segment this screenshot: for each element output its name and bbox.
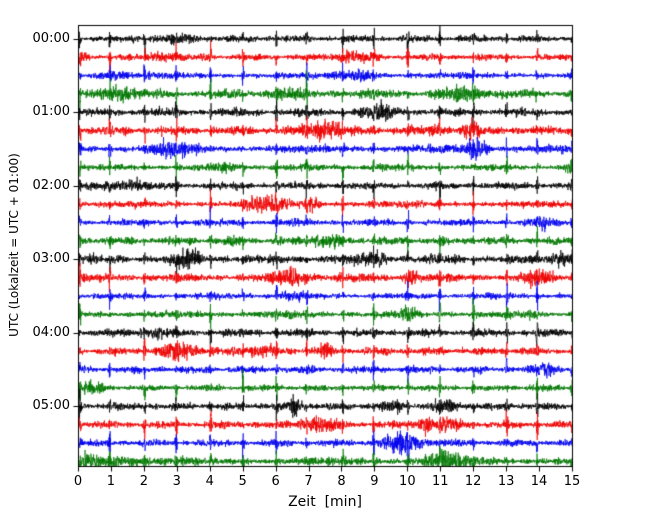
x-tick-label: 1 xyxy=(106,474,116,489)
y-tick-label: 02:00 xyxy=(32,177,70,193)
x-tick-label: 2 xyxy=(139,474,148,489)
x-tick-label: 7 xyxy=(304,474,313,489)
y-tick-label: 03:00 xyxy=(32,251,70,267)
x-tick-label: 8 xyxy=(337,474,346,489)
x-tick-label: 6 xyxy=(271,474,280,489)
y-tick-label: 04:00 xyxy=(32,324,70,340)
x-tick-label: 14 xyxy=(530,474,548,489)
x-tick-label: 5 xyxy=(238,474,247,489)
x-tick-label: 4 xyxy=(205,474,214,489)
x-tick-label: 13 xyxy=(497,474,515,489)
x-axis-label: Zeit [min] xyxy=(288,494,362,510)
x-tick-label: 9 xyxy=(370,474,379,489)
x-tick-label: 0 xyxy=(73,474,83,489)
x-tick-label: 15 xyxy=(563,474,581,489)
y-tick-label: 00:00 xyxy=(32,30,70,46)
x-tick-label: 11 xyxy=(431,474,449,489)
y-tick-label: 01:00 xyxy=(32,104,70,120)
x-tick-label: 3 xyxy=(172,474,181,489)
x-tick-label: 10 xyxy=(399,474,416,489)
x-tick-label: 12 xyxy=(464,474,482,489)
y-tick-label: 05:00 xyxy=(32,398,70,414)
